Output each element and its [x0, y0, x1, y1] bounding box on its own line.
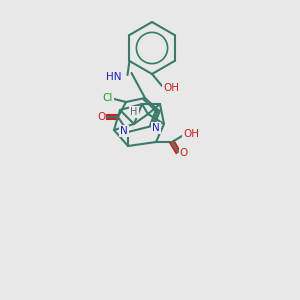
Text: O: O [97, 112, 105, 122]
Text: HN: HN [106, 72, 122, 82]
Text: N: N [152, 123, 160, 133]
Text: Cl: Cl [103, 93, 113, 103]
Text: H: H [130, 107, 138, 117]
Text: OH: OH [183, 129, 199, 139]
Text: OH: OH [163, 83, 179, 93]
Text: N: N [120, 126, 128, 136]
Text: O: O [180, 148, 188, 158]
